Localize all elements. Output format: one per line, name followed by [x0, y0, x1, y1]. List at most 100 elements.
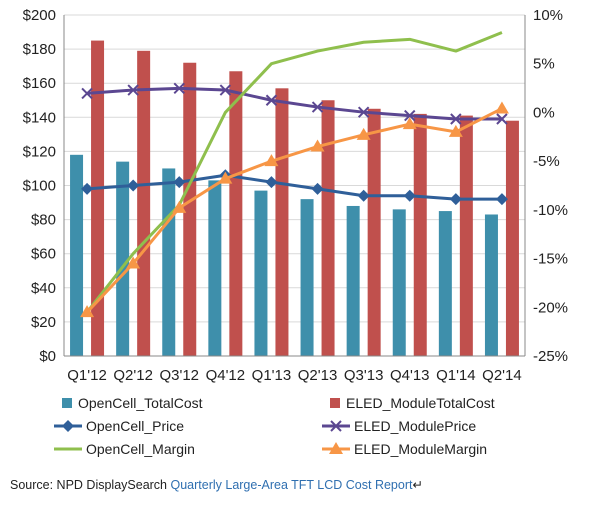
point-ELED_ModuleMargin [356, 127, 371, 140]
category-label: Q4'13 [390, 367, 430, 384]
point-ELED_ModulePrice [404, 109, 416, 122]
legend: OpenCell_TotalCost ELED_ModuleTotalCost Op… [54, 395, 495, 457]
bar-ELED_ModuleTotalCost [137, 50, 151, 357]
left-tick-label: $140 [23, 109, 56, 126]
right-tick-label: -25% [533, 348, 568, 365]
bar-OpenCell_TotalCost [70, 154, 84, 356]
bar-ELED_ModuleTotalCost [413, 113, 427, 356]
left-tick-label: $40 [31, 280, 56, 297]
legend-swatch-ELED_ModuleTotalCost [330, 398, 340, 408]
left-tick-label: $200 [23, 7, 56, 24]
left-tick-label: $160 [23, 75, 56, 92]
point-ELED_ModulePrice [81, 87, 93, 100]
point-ELED_ModuleMargin [310, 139, 325, 152]
bar-ELED_ModuleTotalCost [275, 88, 289, 356]
legend-label: OpenCell_Margin [86, 441, 195, 457]
right-tick-label: -10% [533, 202, 568, 219]
legend-label: OpenCell_Price [86, 418, 184, 434]
point-OpenCell_Price [357, 189, 370, 202]
bar-OpenCell_TotalCost [254, 190, 268, 356]
point-ELED_ModuleMargin [172, 200, 187, 213]
point-ELED_ModulePrice [357, 106, 370, 118]
legend-swatch-OpenCell_TotalCost [62, 398, 72, 408]
bar-OpenCell_TotalCost [162, 168, 176, 356]
left-tick-label: $180 [23, 41, 56, 58]
source-prefix: Source: NPD DisplaySearch [10, 478, 171, 492]
point-OpenCell_Price [495, 193, 508, 206]
source-note: Source: NPD DisplaySearch Quarterly Larg… [10, 477, 423, 492]
legend-marker-ELED_ModuleMargin [329, 442, 343, 454]
left-tick-label: $0 [39, 348, 56, 365]
line-ELED_ModulePrice [86, 86, 502, 121]
bar-ELED_ModuleTotalCost [459, 115, 473, 356]
category-label: Q2'14 [482, 367, 522, 384]
right-tick-label: 5% [533, 56, 555, 73]
bar-ELED_ModuleTotalCost [321, 100, 335, 356]
legend-label: ELED_ModuleTotalCost [346, 395, 495, 411]
bar-series [70, 40, 519, 357]
category-label: Q2'12 [113, 367, 153, 384]
bar-ELED_ModuleTotalCost [367, 108, 381, 357]
point-ELED_ModulePrice [127, 84, 139, 96]
point-ELED_ModuleMargin [402, 117, 417, 130]
line-OpenCell_Margin [85, 31, 503, 314]
right-tick-label: -5% [533, 153, 560, 170]
point-ELED_ModulePrice [173, 82, 185, 95]
point-ELED_ModulePrice [265, 94, 278, 106]
point-ELED_ModuleMargin [218, 171, 233, 184]
category-label: Q1'12 [67, 367, 107, 384]
right-tick-label: 10% [533, 7, 563, 24]
legend-marker-OpenCell_Price [62, 420, 74, 432]
line-ELED_ModuleMargin [85, 107, 503, 314]
left-tick-label: $20 [31, 314, 56, 331]
point-OpenCell_Price [127, 179, 140, 192]
category-label: Q4'12 [206, 367, 246, 384]
left-tick-label: $80 [31, 212, 56, 229]
point-OpenCell_Price [173, 176, 186, 189]
bar-OpenCell_TotalCost [392, 209, 406, 356]
point-ELED_ModulePrice [450, 113, 462, 125]
left-tick-label: $120 [23, 143, 56, 160]
bar-ELED_ModuleTotalCost [229, 71, 243, 356]
right-tick-label: -15% [533, 251, 568, 268]
bar-OpenCell_TotalCost [208, 180, 222, 356]
point-ELED_ModuleMargin [80, 305, 95, 318]
point-OpenCell_Price [311, 182, 324, 195]
axes [63, 15, 526, 357]
point-ELED_ModulePrice [496, 113, 508, 125]
bar-ELED_ModuleTotalCost [183, 62, 197, 357]
bar-OpenCell_TotalCost [346, 205, 360, 356]
left-tick-label: $100 [23, 178, 56, 195]
legend-label: ELED_ModuleMargin [354, 441, 487, 457]
bar-OpenCell_TotalCost [116, 161, 130, 356]
line-series [80, 31, 509, 318]
category-label: Q3'13 [344, 367, 384, 384]
category-label: Q3'12 [159, 367, 199, 384]
point-ELED_ModulePrice [219, 84, 232, 96]
line-OpenCell_Price [86, 173, 502, 201]
right-tick-label: -20% [533, 299, 568, 316]
point-OpenCell_Price [403, 189, 416, 202]
legend-label: ELED_ModulePrice [354, 418, 476, 434]
category-label: Q1'14 [436, 367, 476, 384]
point-OpenCell_Price [81, 182, 94, 195]
return-symbol: ↵ [412, 478, 423, 492]
point-ELED_ModuleMargin [448, 124, 463, 137]
legend-label: OpenCell_TotalCost [78, 395, 203, 411]
bar-ELED_ModuleTotalCost [505, 120, 519, 357]
bar-OpenCell_TotalCost [300, 199, 314, 356]
point-OpenCell_Price [449, 193, 462, 206]
chart: $0 $20 $40 $60 $80 $100 $120 $140 $160 $180 $200 -2… [23, 7, 568, 457]
point-OpenCell_Price [265, 176, 278, 189]
bar-ELED_ModuleTotalCost [91, 40, 105, 356]
point-ELED_ModuleMargin [494, 101, 509, 114]
left-tick-label: $60 [31, 246, 56, 263]
point-ELED_ModuleMargin [126, 256, 141, 269]
report-link[interactable]: Quarterly Large-Area TFT LCD Cost Report [170, 478, 413, 492]
point-ELED_ModuleMargin [264, 154, 279, 167]
category-label: Q1'13 [252, 367, 292, 384]
right-tick-label: 0% [533, 104, 555, 121]
point-ELED_ModulePrice [311, 101, 324, 113]
legend-marker-ELED_ModulePrice [330, 420, 342, 432]
bar-OpenCell_TotalCost [484, 214, 498, 356]
